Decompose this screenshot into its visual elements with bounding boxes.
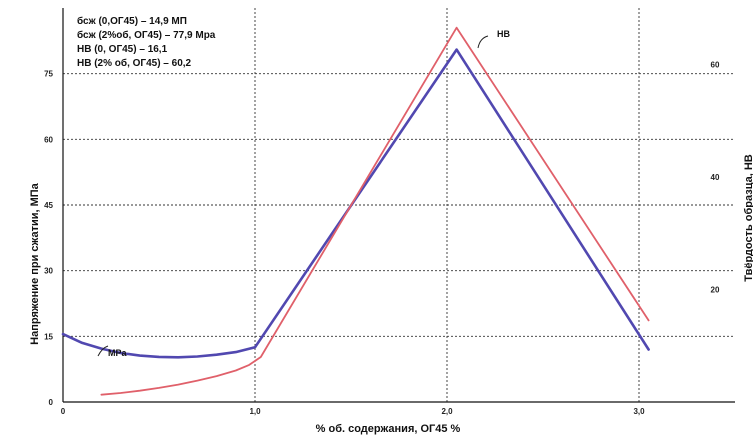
y-tick-left-60: 60 xyxy=(44,135,53,144)
annotation-1: бсж (0,ОГ45) – 14,9 МП xyxy=(77,15,187,27)
series-label-hb: HB xyxy=(497,29,510,39)
grid xyxy=(63,8,735,402)
y-ticks-right: 20 40 60 xyxy=(711,60,720,294)
x-tick-1,0: 1,0 xyxy=(249,407,261,416)
axes xyxy=(62,8,735,403)
series-line-mpa xyxy=(61,48,650,359)
y-tick-left-15: 15 xyxy=(44,332,53,341)
series-line-hb xyxy=(100,26,650,396)
annotation-4: HB (2% об, ОГ45) – 60,2 xyxy=(77,57,192,69)
annotation-2: бсж (2%об, ОГ45) – 77,9 Мра xyxy=(77,29,216,41)
x-tick-2,0: 2,0 xyxy=(441,407,453,416)
y-axis-label-right: Твёрдость образца, HB xyxy=(743,154,753,282)
x-tick-3,0: 3,0 xyxy=(633,407,645,416)
y-tick-right-60: 60 xyxy=(711,60,720,69)
x-axis-label: % об. содержания, ОГ45 % xyxy=(316,423,461,435)
label-mpa: MPa xyxy=(97,345,128,358)
annotation-3: HB (0, ОГ45) – 16,1 xyxy=(77,44,168,55)
series xyxy=(61,26,650,396)
y-tick-right-40: 40 xyxy=(711,173,720,182)
y-tick-left-45: 45 xyxy=(44,201,53,210)
y-tick-left-0: 0 xyxy=(49,398,54,407)
y-tick-right-20: 20 xyxy=(711,285,720,294)
y-tick-left-30: 30 xyxy=(44,267,53,276)
x-tick-0: 0 xyxy=(61,407,66,416)
y-axis-label-left: Напряжение при сжатии, МПа xyxy=(29,182,41,344)
y-ticks-left: 0 15 30 45 60 75 xyxy=(44,70,53,407)
label-hb: HB xyxy=(477,29,510,49)
series-label-mpa: MPa xyxy=(108,348,128,358)
legend-annotations: бсж (0,ОГ45) – 14,9 МП бсж (2%об, ОГ45) –… xyxy=(77,15,216,69)
y-tick-left-75: 75 xyxy=(44,70,53,79)
x-ticks: 0 1,0 2,0 3,0 xyxy=(61,407,645,416)
